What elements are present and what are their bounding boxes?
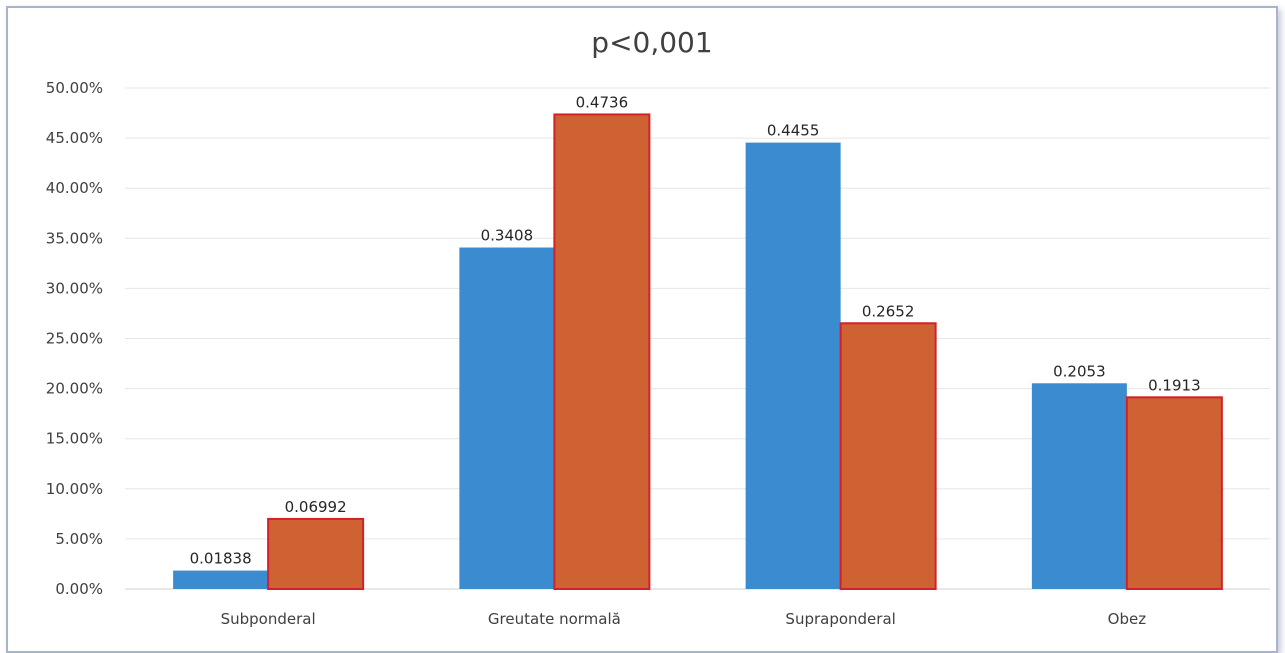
y-tick-label: 35.00% bbox=[46, 229, 103, 247]
category-label: Subponderal bbox=[221, 610, 316, 628]
bar-series-2-0 bbox=[267, 517, 365, 591]
y-tick-label: 10.00% bbox=[46, 480, 103, 498]
y-tick-label: 50.00% bbox=[46, 79, 103, 97]
y-tick-label: 5.00% bbox=[55, 530, 103, 548]
bar-series-1-2 bbox=[745, 142, 841, 589]
data-label: 0.2652 bbox=[862, 302, 915, 320]
category-label: Greutate normală bbox=[488, 610, 621, 628]
y-tick-label: 0.00% bbox=[55, 580, 103, 598]
y-tick-label: 20.00% bbox=[46, 380, 103, 398]
data-label: 0.1913 bbox=[1148, 376, 1201, 394]
category-label: Obez bbox=[1108, 610, 1147, 628]
y-tick-label: 40.00% bbox=[46, 179, 103, 197]
chart-title: p<0,001 bbox=[591, 26, 712, 59]
bars bbox=[173, 113, 1223, 591]
data-label: 0.3408 bbox=[481, 227, 534, 245]
y-tick-label: 25.00% bbox=[46, 330, 103, 348]
category-label: Supraponderal bbox=[785, 610, 895, 628]
bar-series-1-1 bbox=[459, 247, 555, 589]
y-tick-label: 15.00% bbox=[46, 430, 103, 448]
x-axis-categories: Subponderal Greutate normală Supraponderal… bbox=[221, 610, 1147, 628]
bar-series-2-3 bbox=[1125, 396, 1223, 591]
data-label: 0.4736 bbox=[576, 93, 629, 111]
data-label: 0.4455 bbox=[767, 122, 820, 140]
y-axis-ticks: 0.00% 5.00% 10.00% 15.00% 20.00% 25.00% 30.00%… bbox=[46, 79, 103, 598]
bar-series-2-1 bbox=[553, 113, 651, 591]
bar-series-1-0 bbox=[173, 570, 269, 589]
data-label: 0.01838 bbox=[190, 550, 252, 568]
data-label: 0.2053 bbox=[1053, 362, 1106, 380]
bar-series-2-2 bbox=[839, 322, 937, 590]
data-labels: 0.01838 0.06992 0.3408 0.4736 0.4455 0.2652 0.… bbox=[190, 93, 1201, 567]
y-tick-label: 45.00% bbox=[46, 129, 103, 147]
data-label: 0.06992 bbox=[285, 498, 347, 516]
bar-series-1-3 bbox=[1031, 383, 1127, 589]
y-tick-label: 30.00% bbox=[46, 279, 103, 297]
